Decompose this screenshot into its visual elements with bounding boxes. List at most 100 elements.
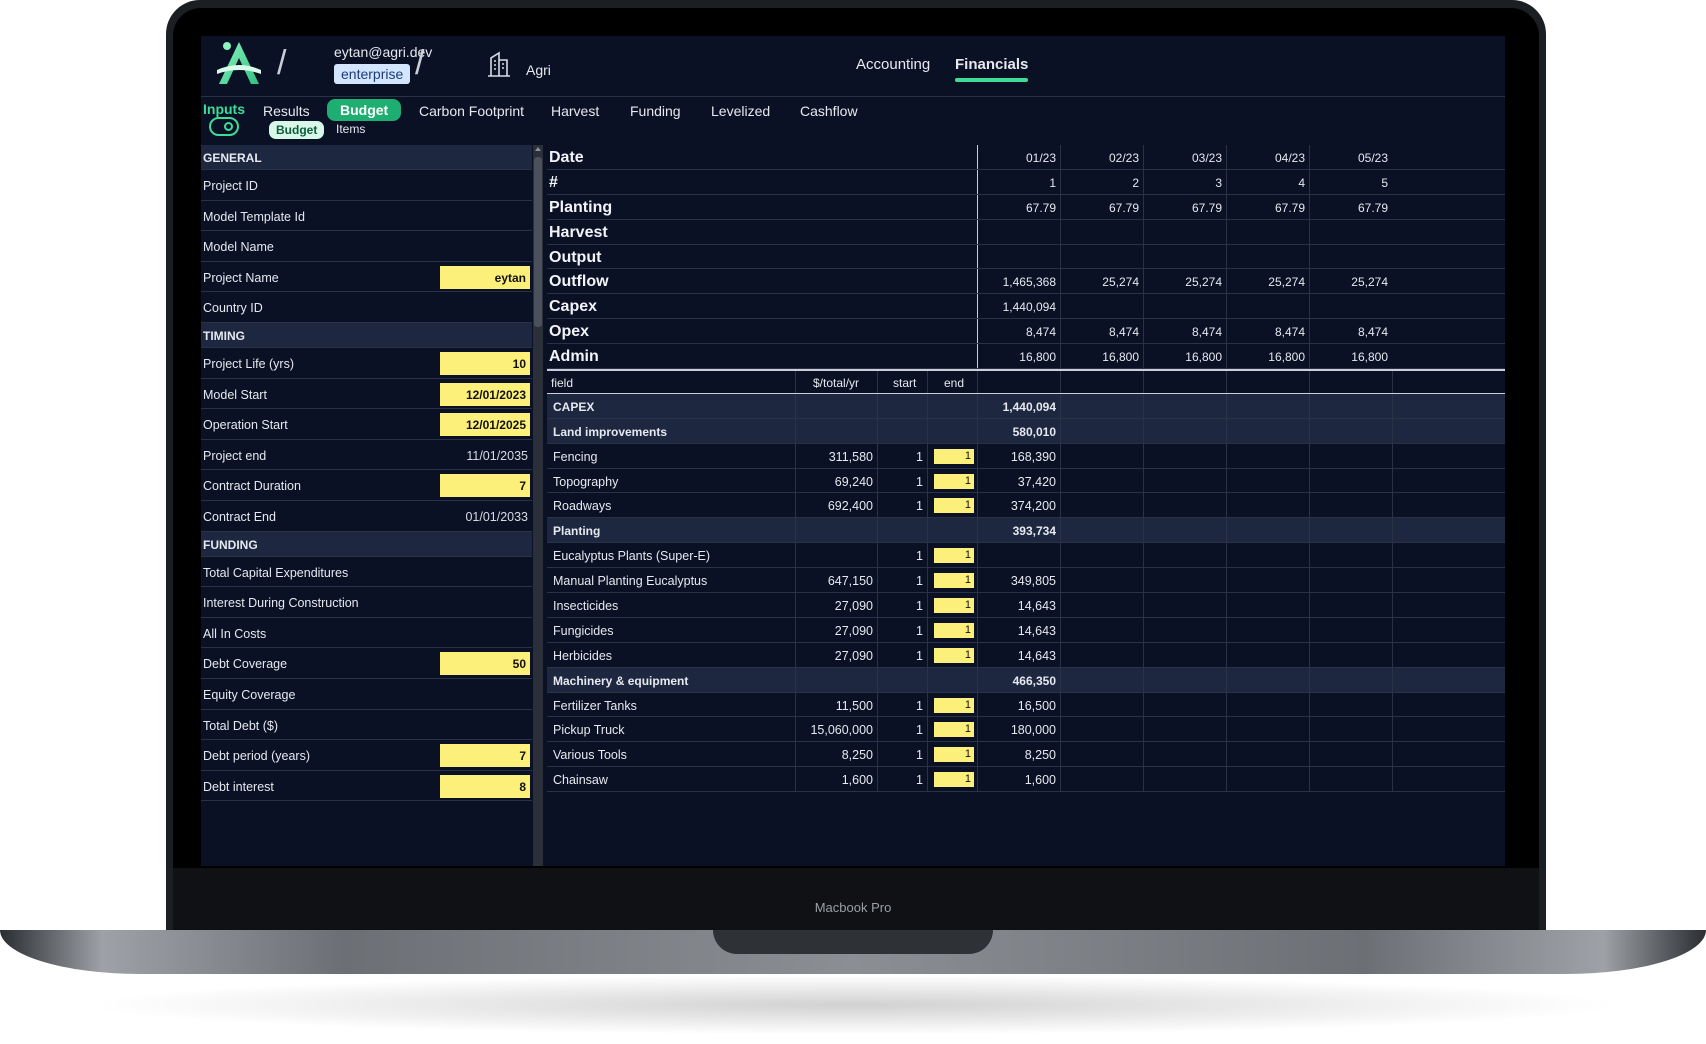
subtab-budget[interactable]: Budget <box>269 121 325 139</box>
end-input[interactable]: 1 <box>934 498 974 514</box>
agri-logo-icon[interactable] <box>213 40 265 88</box>
input-field[interactable]: 12/01/2023 <box>440 382 530 406</box>
month-cell <box>1060 468 1143 493</box>
toggle-icon[interactable] <box>209 117 239 136</box>
tab-accounting[interactable]: Accounting <box>856 56 931 73</box>
item-rate-cell: 1,600 <box>795 767 877 792</box>
end-input[interactable]: 1 <box>934 647 974 663</box>
item-start-cell <box>877 667 927 692</box>
item-m1-cell: 180,000 <box>977 717 1060 742</box>
input-field[interactable]: 10 <box>440 351 530 375</box>
item-rate-cell <box>795 667 877 692</box>
item-end-cell: 1 <box>927 642 977 667</box>
month-cell <box>1143 617 1226 642</box>
end-input[interactable]: 1 <box>934 598 974 614</box>
summary-cell <box>977 219 1060 244</box>
summary-cell: 8,474 <box>1143 319 1226 344</box>
item-end-cell: 1 <box>927 568 977 593</box>
column-divider <box>1143 371 1144 393</box>
end-input[interactable]: 1 <box>934 722 974 738</box>
subtab-items[interactable]: Items <box>336 122 366 136</box>
month-cell <box>1309 617 1392 642</box>
month-cell <box>1309 568 1392 593</box>
item-row[interactable]: Fencing 311,580 1 1 168,390 <box>547 443 1505 469</box>
item-start-cell: 1 <box>877 443 927 468</box>
item-row[interactable]: Fertilizer Tanks 11,500 1 1 16,500 <box>547 692 1505 718</box>
item-end-cell: 1 <box>927 543 977 568</box>
month-cell <box>1060 667 1143 692</box>
scroll-up-icon[interactable] <box>535 147 541 151</box>
input-field[interactable]: 8 <box>440 774 530 798</box>
category-row[interactable]: Machinery & equipment 466,350 <box>547 667 1505 693</box>
input-row: Debt Coverage 50 <box>201 648 532 679</box>
summary-cell <box>1309 294 1392 319</box>
tab-financials[interactable]: Financials <box>955 56 1029 82</box>
item-m1-cell: 168,390 <box>977 443 1060 468</box>
input-field[interactable]: 50 <box>440 652 530 676</box>
summary-cell <box>1143 294 1226 319</box>
input-label: Model Template Id <box>203 209 305 224</box>
tab-carbon-footprint[interactable]: Carbon Footprint <box>419 103 525 119</box>
item-m1-cell: 14,643 <box>977 617 1060 642</box>
item-row[interactable]: Fungicides 27,090 1 1 14,643 <box>547 617 1505 643</box>
item-rate-cell: 69,240 <box>795 468 877 493</box>
end-input[interactable]: 1 <box>934 622 974 638</box>
tab-harvest[interactable]: Harvest <box>551 103 600 119</box>
item-row[interactable]: Pickup Truck 15,060,000 1 1 180,000 <box>547 717 1505 743</box>
tab-results[interactable]: Results <box>263 103 310 119</box>
end-input[interactable]: 1 <box>934 747 974 763</box>
category-row[interactable]: CAPEX 1,440,094 <box>547 393 1505 419</box>
item-rate-cell: 11,500 <box>795 692 877 717</box>
end-input[interactable]: 1 <box>934 548 974 564</box>
column-divider <box>1309 371 1310 393</box>
tab-levelized[interactable]: Levelized <box>711 103 771 119</box>
tab-cashflow[interactable]: Cashflow <box>800 103 858 119</box>
scrollbar-thumb[interactable] <box>534 157 542 327</box>
input-field[interactable]: 7 <box>440 744 530 768</box>
item-m1-cell: 349,805 <box>977 568 1060 593</box>
end-input[interactable]: 1 <box>934 448 974 464</box>
input-field[interactable]: 7 <box>440 474 530 498</box>
section-timing: TIMING <box>201 322 532 348</box>
month-cell <box>1226 468 1309 493</box>
item-field: Fencing <box>553 449 598 464</box>
summary-row: Date 01/23 02/23 03/23 04/23 05/23 <box>547 145 1505 170</box>
category-row[interactable]: Planting 393,734 <box>547 518 1505 544</box>
item-row[interactable]: Manual Planting Eucalyptus 647,150 1 1 349,8… <box>547 568 1505 594</box>
summary-cell: 8,474 <box>1309 319 1392 344</box>
item-start-cell: 1 <box>877 617 927 642</box>
item-rate-cell: 27,090 <box>795 617 877 642</box>
input-label: Debt interest <box>203 779 274 794</box>
input-field[interactable]: 12/01/2025 <box>440 413 530 437</box>
item-field: Pickup Truck <box>553 723 625 738</box>
summary-cell: 8,474 <box>1226 319 1309 344</box>
input-field[interactable]: eytan <box>440 265 530 289</box>
category-row[interactable]: Land improvements 580,010 <box>547 418 1505 444</box>
item-end-cell: 1 <box>927 617 977 642</box>
company-name[interactable]: Agri <box>526 62 551 78</box>
inputs-scrollbar[interactable] <box>533 145 543 866</box>
summary-row: Output <box>547 244 1505 270</box>
item-row[interactable]: Eucalyptus Plants (Super-E) 1 1 <box>547 543 1505 569</box>
input-row: Project ID <box>201 170 532 201</box>
item-end-cell: 1 <box>927 443 977 468</box>
end-input[interactable]: 1 <box>934 697 974 713</box>
summary-cell: 67.79 <box>1060 194 1143 219</box>
month-cell <box>1143 767 1226 792</box>
tab-funding[interactable]: Funding <box>630 103 681 119</box>
end-input[interactable]: 1 <box>934 772 974 788</box>
input-row: Country ID <box>201 292 532 323</box>
item-row[interactable]: Topography 69,240 1 1 37,420 <box>547 468 1505 494</box>
end-input[interactable]: 1 <box>934 573 974 589</box>
item-row[interactable]: Herbicides 27,090 1 1 14,643 <box>547 642 1505 668</box>
item-row[interactable]: Various Tools 8,250 1 1 8,250 <box>547 742 1505 768</box>
item-row[interactable]: Roadways 692,400 1 1 374,200 <box>547 493 1505 519</box>
item-row[interactable]: Insecticides 27,090 1 1 14,643 <box>547 593 1505 618</box>
item-row[interactable]: Chainsaw 1,600 1 1 1,600 <box>547 767 1505 793</box>
input-nav: Inputs Results Budget Carbon Footprint H… <box>201 96 1505 124</box>
item-rate-cell: 8,250 <box>795 742 877 767</box>
end-input[interactable]: 1 <box>934 473 974 489</box>
user-email: eytan@agri.dev <box>334 44 433 60</box>
tab-budget[interactable]: Budget <box>327 99 402 121</box>
input-row: Equity Coverage <box>201 679 532 710</box>
